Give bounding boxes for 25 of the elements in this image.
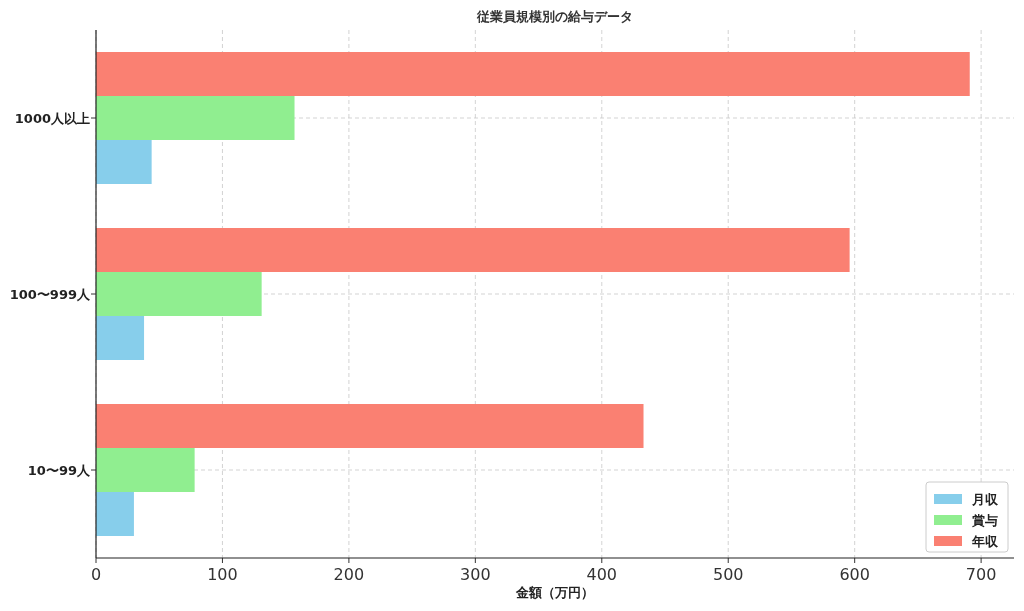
x-axis-title: 金額（万円） (515, 585, 594, 600)
bar (96, 52, 970, 96)
bar (96, 228, 850, 272)
x-tick-label: 200 (333, 565, 365, 584)
bar (96, 404, 644, 448)
x-tick-label: 500 (712, 565, 744, 584)
bar (96, 448, 195, 492)
x-tick-label: 300 (460, 565, 491, 584)
x-tick-label: 600 (839, 565, 870, 584)
bar (96, 96, 295, 140)
legend-label: 月収 (971, 492, 999, 507)
bar (96, 316, 145, 360)
x-tick-label: 400 (586, 565, 618, 584)
x-tick-label: 100 (207, 565, 238, 584)
y-tick-label: 100〜999人 (9, 287, 91, 302)
legend-label: 年収 (971, 534, 999, 549)
chart-title: 従業員規模別の給与データ (476, 9, 633, 24)
x-tick-label: 0 (90, 565, 102, 584)
y-tick-label: 10〜99人 (27, 463, 91, 478)
y-tick-label: 1000人以上 (14, 111, 90, 126)
bar (96, 272, 262, 316)
bar (96, 140, 152, 184)
x-tick-label: 700 (965, 565, 997, 584)
legend-label: 賞与 (972, 513, 998, 528)
bar (96, 492, 134, 536)
